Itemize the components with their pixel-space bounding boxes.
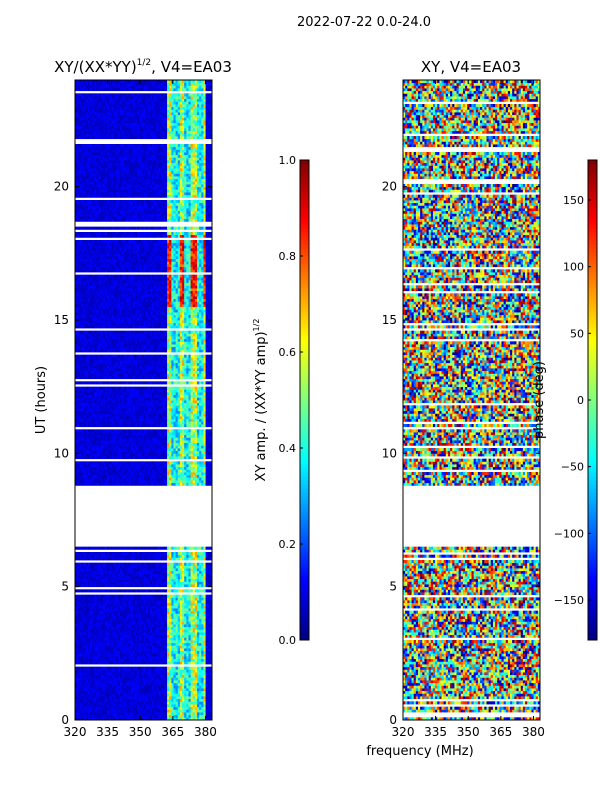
panel1-title-main: XY/(XX*YY): [54, 58, 137, 76]
panel1-title-sup: 1/2: [137, 58, 151, 68]
panel1-title-tail: , V4=EA03: [151, 58, 232, 76]
panel1-heatmap: [74, 79, 213, 721]
panel1-title: XY/(XX*YY)1/2, V4=EA03: [54, 58, 232, 76]
panel2-title: XY, V4=EA03: [421, 58, 521, 76]
figure-suptitle: 2022-07-22 0.0-24.0: [297, 15, 431, 30]
